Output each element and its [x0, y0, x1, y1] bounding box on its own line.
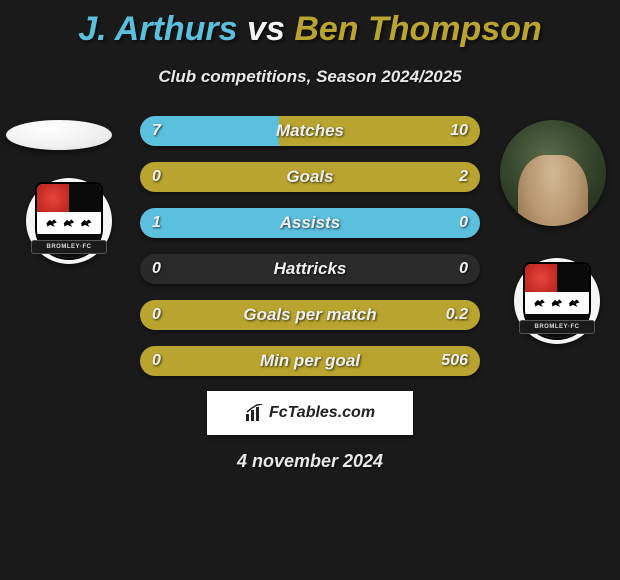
stat-row: 00.2Goals per match — [0, 299, 620, 331]
stat-row: 02Goals — [0, 161, 620, 193]
comparison-card: J. Arthurs vs Ben Thompson Club competit… — [0, 0, 620, 580]
player2-name: Ben Thompson — [294, 10, 541, 48]
stat-label: Goals — [140, 162, 480, 192]
stats-area: 710Matches 02Goals 10Assists 00Hattricks 00.… — [0, 115, 620, 377]
stat-row: 710Matches — [0, 115, 620, 147]
chart-icon — [245, 404, 265, 422]
player1-name: J. Arthurs — [78, 10, 237, 48]
stat-row: 0506Min per goal — [0, 345, 620, 377]
stat-row: 00Hattricks — [0, 253, 620, 285]
stat-bar: 00.2Goals per match — [140, 300, 480, 330]
stat-label: Goals per match — [140, 300, 480, 330]
stat-bar: 0506Min per goal — [140, 346, 480, 376]
stat-bar: 710Matches — [140, 116, 480, 146]
stat-row: 10Assists — [0, 207, 620, 239]
source-label: FcTables.com — [269, 404, 375, 422]
stat-bar: 02Goals — [140, 162, 480, 192]
stat-label: Matches — [140, 116, 480, 146]
stat-label: Min per goal — [140, 346, 480, 376]
stat-label: Assists — [140, 208, 480, 238]
stat-bar: 00Hattricks — [140, 254, 480, 284]
date-label: 4 november 2024 — [0, 451, 620, 472]
vs-text: vs — [247, 10, 285, 48]
source-badge: FcTables.com — [207, 391, 413, 435]
stat-bar: 10Assists — [140, 208, 480, 238]
stat-label: Hattricks — [140, 254, 480, 284]
subtitle: Club competitions, Season 2024/2025 — [0, 67, 620, 87]
page-title: J. Arthurs vs Ben Thompson — [0, 0, 620, 49]
